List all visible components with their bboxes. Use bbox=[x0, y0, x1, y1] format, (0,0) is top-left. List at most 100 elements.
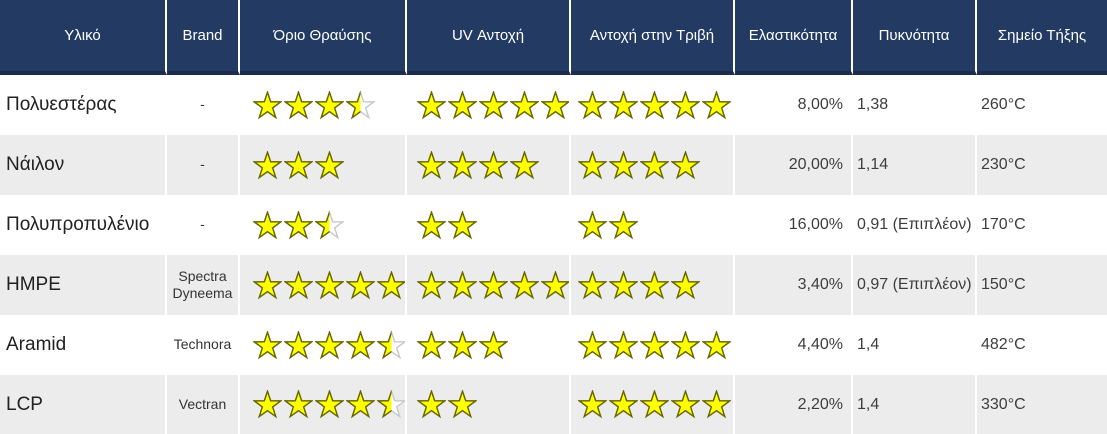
cell-density: 0,97 (Επιπλέον) bbox=[853, 255, 977, 315]
cell-elasticity: 16,00% bbox=[735, 195, 853, 255]
cell-breaking-strength-rating bbox=[240, 135, 407, 195]
star-icon bbox=[578, 390, 607, 419]
cell-uv-resistance-rating bbox=[407, 255, 571, 315]
star-icon bbox=[448, 330, 477, 360]
cell-melting-point: 150°C bbox=[981, 276, 1026, 293]
table-row: HMPE Spectra Dyneema 3,40% 0,97 (Επιπλέον) 1… bbox=[0, 255, 1107, 315]
column-header-density: Πυκνότητα bbox=[853, 0, 977, 75]
cell-elasticity: 8,00% bbox=[735, 75, 853, 135]
star-icon bbox=[253, 330, 282, 360]
star-icon bbox=[609, 90, 638, 120]
star-icon bbox=[253, 210, 282, 240]
star-icon bbox=[609, 210, 638, 240]
cell-elasticity: 20,00% bbox=[735, 135, 853, 195]
cell-material: Πολυπροπυλένιο bbox=[0, 195, 167, 255]
star-icon bbox=[284, 270, 313, 300]
cell-density: 1,38 bbox=[853, 75, 977, 135]
star-icon bbox=[609, 330, 638, 360]
cell-brand: - bbox=[167, 195, 240, 255]
star-icon bbox=[671, 330, 700, 360]
cell-breaking-strength-rating bbox=[240, 75, 407, 135]
cell-abrasion-resistance-rating bbox=[571, 195, 735, 255]
star-icon bbox=[702, 330, 731, 360]
column-header-material: Υλικό bbox=[0, 0, 167, 75]
star-icon bbox=[640, 150, 669, 180]
star-icon bbox=[609, 390, 638, 419]
star-icon bbox=[448, 270, 477, 300]
cell-melting-point: 482°C bbox=[981, 336, 1026, 353]
table-row: Πολυεστέρας - 8,00% 1,38 260°C bbox=[0, 75, 1107, 135]
star-icon bbox=[253, 270, 282, 300]
star-icon bbox=[541, 270, 569, 300]
cell-abrasion-resistance-rating bbox=[571, 375, 735, 434]
cell-elasticity: 4,40% bbox=[735, 315, 853, 375]
star-icon bbox=[315, 90, 344, 120]
star-icon bbox=[578, 330, 607, 360]
star-icon bbox=[510, 150, 539, 180]
column-header-elasticity: Ελαστικότητα bbox=[735, 0, 853, 75]
star-icon bbox=[346, 330, 375, 360]
cell-material: Νάιλον bbox=[0, 135, 167, 195]
cell-melting-point: 230°C bbox=[981, 156, 1026, 173]
star-half-fill bbox=[377, 330, 392, 360]
cell-uv-resistance-rating bbox=[407, 195, 571, 255]
cell-abrasion-resistance-rating bbox=[571, 255, 735, 315]
star-icon bbox=[253, 150, 282, 180]
star-icon bbox=[284, 90, 313, 120]
star-icon bbox=[417, 210, 446, 240]
star-half-icon bbox=[346, 90, 375, 120]
star-half-icon bbox=[377, 390, 405, 419]
table-row: Πολυπροπυλένιο - 16,00% 0,91 (Επιπλέον) 170°… bbox=[0, 195, 1107, 255]
column-header-brand: Brand bbox=[167, 0, 240, 75]
star-icon bbox=[609, 270, 638, 300]
star-icon bbox=[448, 150, 477, 180]
star-icon bbox=[417, 270, 446, 300]
cell-abrasion-resistance-rating bbox=[571, 135, 735, 195]
star-icon bbox=[479, 330, 508, 360]
star-icon bbox=[284, 210, 313, 240]
cell-breaking-strength-rating bbox=[240, 375, 407, 434]
star-icon bbox=[479, 270, 508, 300]
star-icon bbox=[640, 390, 669, 419]
cell-uv-resistance-rating bbox=[407, 315, 571, 375]
star-half-fill bbox=[315, 210, 330, 240]
column-header-uv-resistance: UV Αντοχή bbox=[407, 0, 571, 75]
table-row: LCP Vectran 2,20% 1,4 330°C bbox=[0, 375, 1107, 434]
cell-abrasion-resistance-rating bbox=[571, 75, 735, 135]
star-icon bbox=[702, 90, 731, 120]
column-header-breaking-strength: Όριο Θραύσης bbox=[240, 0, 407, 75]
star-icon bbox=[479, 150, 508, 180]
star-icon bbox=[671, 390, 700, 419]
cell-uv-resistance-rating bbox=[407, 135, 571, 195]
star-icon bbox=[346, 270, 375, 300]
star-icon bbox=[702, 390, 731, 419]
table-body: Πολυεστέρας -8,00% 1,38 260°C Νάιλον -20,00% 1… bbox=[0, 75, 1107, 434]
cell-density: 1,4 bbox=[853, 375, 977, 434]
cell-breaking-strength-rating bbox=[240, 195, 407, 255]
star-half-fill bbox=[377, 390, 392, 419]
star-icon bbox=[640, 90, 669, 120]
star-icon bbox=[377, 270, 405, 300]
cell-material: Πολυεστέρας bbox=[0, 75, 167, 135]
cell-brand: - bbox=[167, 135, 240, 195]
cell-uv-resistance-rating bbox=[407, 75, 571, 135]
cell-brand: Spectra Dyneema bbox=[167, 255, 240, 315]
star-half-icon bbox=[315, 210, 344, 240]
star-icon bbox=[346, 390, 375, 419]
cell-material: LCP bbox=[0, 375, 167, 434]
star-icon bbox=[253, 390, 282, 419]
star-icon bbox=[417, 330, 446, 360]
column-header-melting-point: Σημείο Τήξης bbox=[977, 0, 1107, 75]
star-icon bbox=[284, 150, 313, 180]
star-icon bbox=[284, 390, 313, 419]
cell-melting-point: 170°C bbox=[981, 216, 1026, 233]
cell-density: 0,91 (Επιπλέον) bbox=[853, 195, 977, 255]
star-icon bbox=[609, 150, 638, 180]
star-icon bbox=[417, 90, 446, 120]
star-icon bbox=[640, 270, 669, 300]
column-header-abrasion-resistance: Αντοχή στην Τριβή bbox=[571, 0, 735, 75]
star-icon bbox=[253, 90, 282, 120]
star-icon bbox=[315, 270, 344, 300]
star-icon bbox=[510, 270, 539, 300]
